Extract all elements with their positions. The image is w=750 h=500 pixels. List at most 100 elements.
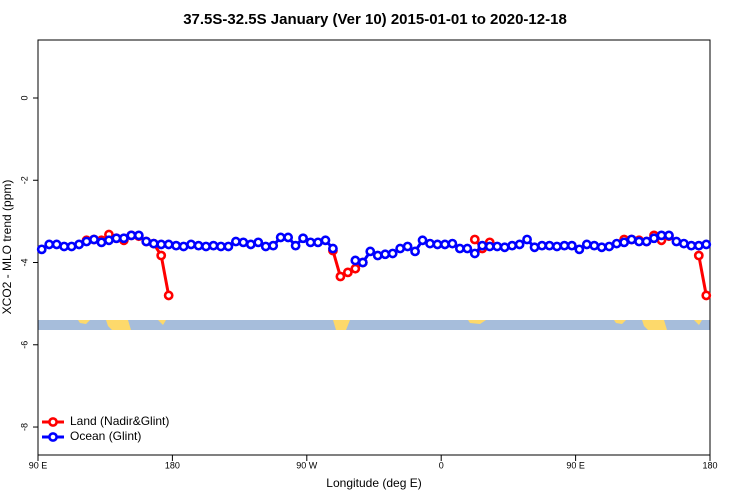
data-point — [395, 243, 406, 254]
data-point — [469, 234, 480, 245]
data-point — [701, 239, 712, 250]
data-point — [350, 263, 361, 274]
data-point — [596, 242, 607, 253]
data-point — [163, 239, 174, 250]
data-point — [432, 239, 443, 250]
data-point — [335, 271, 346, 282]
data-point — [253, 237, 264, 248]
y-tick-label: 0 — [19, 95, 29, 100]
y-tick-label: -4 — [19, 259, 29, 267]
data-point — [66, 241, 77, 252]
data-point — [686, 240, 697, 251]
data-point — [417, 235, 428, 246]
legend-marker — [48, 432, 58, 442]
data-point — [350, 255, 361, 266]
data-point — [559, 240, 570, 251]
data-point — [126, 230, 137, 241]
legend-label: Ocean (Glint) — [70, 429, 141, 443]
data-point — [320, 235, 331, 246]
data-point — [529, 242, 540, 253]
data-point — [469, 248, 480, 259]
data-point — [148, 238, 159, 249]
data-point — [566, 240, 577, 251]
x-tick-label: 180 — [165, 460, 180, 470]
data-point — [51, 239, 62, 250]
data-point — [313, 237, 323, 248]
data-point — [298, 233, 308, 244]
data-point — [402, 241, 413, 252]
map-strip — [38, 320, 710, 330]
data-point — [619, 237, 630, 248]
x-tick-label: 180 — [702, 460, 717, 470]
data-point — [701, 290, 712, 301]
y-tick-label: -2 — [19, 176, 29, 184]
data-point — [611, 238, 622, 249]
data-point — [507, 240, 518, 251]
data-point — [552, 241, 562, 252]
data-point — [462, 243, 473, 254]
y-axis-label: XCO2 - MLO trend (ppm) — [0, 180, 14, 315]
data-point — [290, 240, 301, 251]
data-point — [171, 240, 182, 251]
data-point — [604, 241, 615, 252]
data-point — [454, 243, 465, 254]
data-point — [305, 237, 316, 248]
data-point — [156, 239, 167, 250]
y-tick-label: -6 — [19, 341, 29, 349]
data-point — [163, 290, 174, 301]
data-point — [544, 240, 555, 251]
data-point — [268, 240, 279, 251]
data-point — [656, 230, 667, 241]
legend-marker — [48, 417, 58, 427]
data-point — [372, 250, 383, 261]
legend-label: Land (Nadir&Glint) — [70, 414, 169, 428]
data-point — [245, 239, 256, 250]
data-point — [141, 236, 152, 247]
x-tick-label: 90 E — [29, 460, 48, 470]
data-point — [44, 239, 55, 250]
data-point — [186, 239, 196, 250]
data-point — [626, 234, 637, 245]
chart-title: 37.5S-32.5S January (Ver 10) 2015-01-01 … — [183, 11, 567, 28]
data-point — [96, 237, 107, 248]
data-point — [36, 244, 47, 255]
data-point — [484, 241, 495, 252]
data-point — [574, 244, 585, 255]
data-point — [693, 250, 704, 261]
data-point — [387, 248, 398, 259]
data-point — [328, 243, 338, 254]
data-point — [671, 236, 682, 247]
data-point — [342, 267, 353, 278]
data-point — [89, 234, 99, 245]
data-point — [634, 236, 644, 247]
data-point — [537, 240, 547, 251]
data-point — [208, 240, 219, 251]
data-point — [499, 242, 510, 253]
data-point — [477, 240, 488, 251]
data-point — [118, 233, 129, 244]
data-point — [260, 241, 271, 252]
data-point — [81, 236, 92, 247]
data-point — [193, 240, 204, 251]
data-point — [133, 230, 144, 241]
data-point — [440, 239, 450, 250]
data-point — [104, 235, 114, 246]
data-point — [410, 246, 420, 257]
data-point — [357, 257, 368, 268]
data-point — [641, 236, 652, 247]
data-point — [693, 240, 704, 251]
data-point — [111, 233, 122, 244]
data-point — [492, 241, 503, 252]
data-point — [380, 249, 391, 260]
data-point — [238, 237, 249, 248]
series-line — [697, 255, 708, 296]
x-tick-label: 90 W — [296, 460, 318, 470]
data-point — [678, 238, 689, 249]
data-point — [365, 246, 376, 257]
data-point — [230, 236, 241, 247]
data-point — [74, 239, 84, 250]
data-point — [283, 232, 294, 243]
data-point — [514, 239, 525, 250]
data-point — [223, 241, 234, 252]
data-point — [447, 238, 458, 249]
